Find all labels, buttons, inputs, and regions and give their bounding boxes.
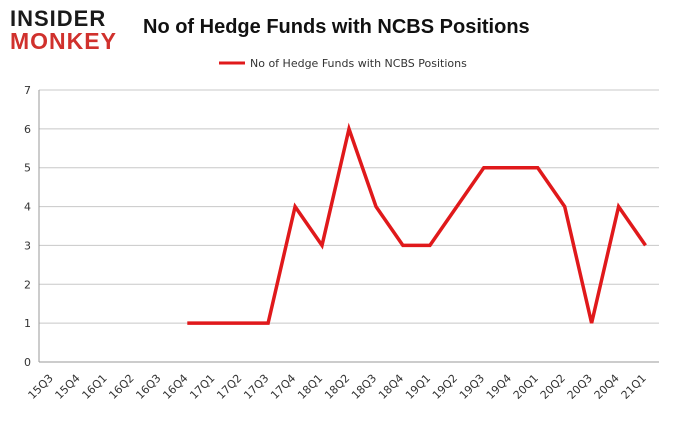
- insider-monkey-logo: INSIDER MONKEY: [10, 8, 128, 56]
- logo-text-top: INSIDER: [10, 6, 107, 31]
- series-layer: [187, 122, 647, 325]
- x-axis: 15Q315Q416Q116Q216Q316Q417Q117Q217Q317Q4…: [26, 372, 649, 402]
- x-tick-label: 19Q4: [484, 372, 514, 402]
- x-tick-label: 19Q2: [430, 372, 460, 402]
- x-tick-label: 16Q1: [80, 372, 110, 402]
- x-tick-label: 17Q1: [187, 372, 217, 402]
- x-tick-label: 18Q1: [295, 372, 325, 402]
- x-tick-label: 17Q4: [268, 372, 298, 402]
- x-tick-label: 15Q4: [53, 372, 83, 402]
- y-tick-label: 5: [24, 162, 31, 175]
- x-tick-label: 19Q1: [403, 372, 433, 402]
- series-line: [187, 122, 647, 325]
- x-tick-label: 19Q3: [457, 372, 487, 402]
- chart-title: No of Hedge Funds with NCBS Positions: [143, 16, 530, 38]
- x-tick-label: 18Q3: [349, 372, 379, 402]
- y-tick-label: 7: [24, 84, 31, 97]
- x-tick-label: 16Q2: [106, 372, 136, 402]
- x-tick-label: 20Q1: [511, 372, 541, 402]
- x-tick-label: 16Q4: [160, 372, 190, 402]
- y-tick-label: 0: [24, 356, 31, 369]
- x-tick-label: 15Q3: [26, 372, 56, 402]
- legend: No of Hedge Funds with NCBS Positions: [219, 57, 467, 70]
- x-tick-label: 18Q4: [376, 372, 406, 402]
- x-tick-label: 18Q2: [322, 372, 352, 402]
- x-tick-label: 17Q2: [214, 372, 244, 402]
- x-tick-label: 17Q3: [241, 372, 271, 402]
- x-tick-label: 16Q3: [133, 372, 163, 402]
- y-tick-label: 1: [24, 317, 31, 330]
- y-tick-label: 6: [24, 123, 31, 136]
- x-tick-label: 20Q3: [565, 372, 595, 402]
- x-tick-label: 20Q2: [538, 372, 568, 402]
- x-tick-label: 20Q4: [592, 372, 622, 402]
- y-tick-label: 2: [24, 278, 31, 291]
- y-tick-label: 4: [24, 201, 31, 214]
- y-tick-label: 3: [24, 239, 31, 252]
- y-axis: 0 1 2 3 4 5 6 7: [24, 84, 31, 369]
- logo-text-bottom: MONKEY: [10, 28, 117, 54]
- legend-label: No of Hedge Funds with NCBS Positions: [250, 57, 467, 70]
- x-tick-label: 21Q1: [619, 372, 649, 402]
